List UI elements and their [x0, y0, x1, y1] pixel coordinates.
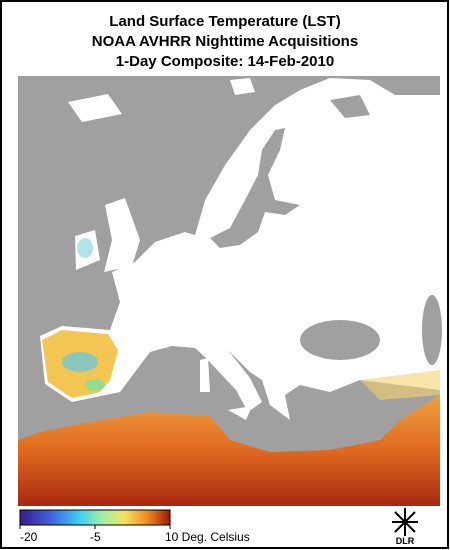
colorbar-scale: [19, 509, 171, 526]
logo-text: DLR: [396, 536, 415, 546]
sicily: [228, 406, 252, 420]
colorbar: -20 -5 10 Deg. Celsius: [19, 509, 250, 544]
svalbard: [230, 78, 255, 95]
caspian-sea: [422, 295, 442, 365]
black-sea: [300, 320, 380, 360]
logo-mark: [392, 508, 418, 536]
corsica-sardinia: [200, 358, 210, 392]
colorbar-tick-label: 10 Deg. Celsius: [165, 530, 250, 544]
baltic-sea: [210, 128, 300, 248]
colorbar-tick-label: -20: [20, 530, 38, 544]
map: [18, 76, 442, 506]
dlr-logo: DLR: [392, 508, 418, 546]
britain: [104, 198, 140, 272]
africa-lst: [18, 395, 440, 506]
colorbar-tick-label: -5: [90, 530, 101, 544]
title-line: 1-Day Composite: 14-Feb-2010: [116, 53, 334, 70]
iceland: [68, 94, 122, 122]
ireland-lst: [77, 238, 93, 258]
white-sea: [330, 95, 370, 118]
title-line: Land Surface Temperature (LST): [109, 13, 340, 30]
iberia-cold: [62, 352, 98, 372]
title-line: NOAA AVHRR Nighttime Acquisitions: [92, 33, 358, 50]
norwegian-sea: [170, 90, 300, 235]
turkey-lst: [360, 370, 440, 400]
iberia-cool: [85, 379, 105, 391]
